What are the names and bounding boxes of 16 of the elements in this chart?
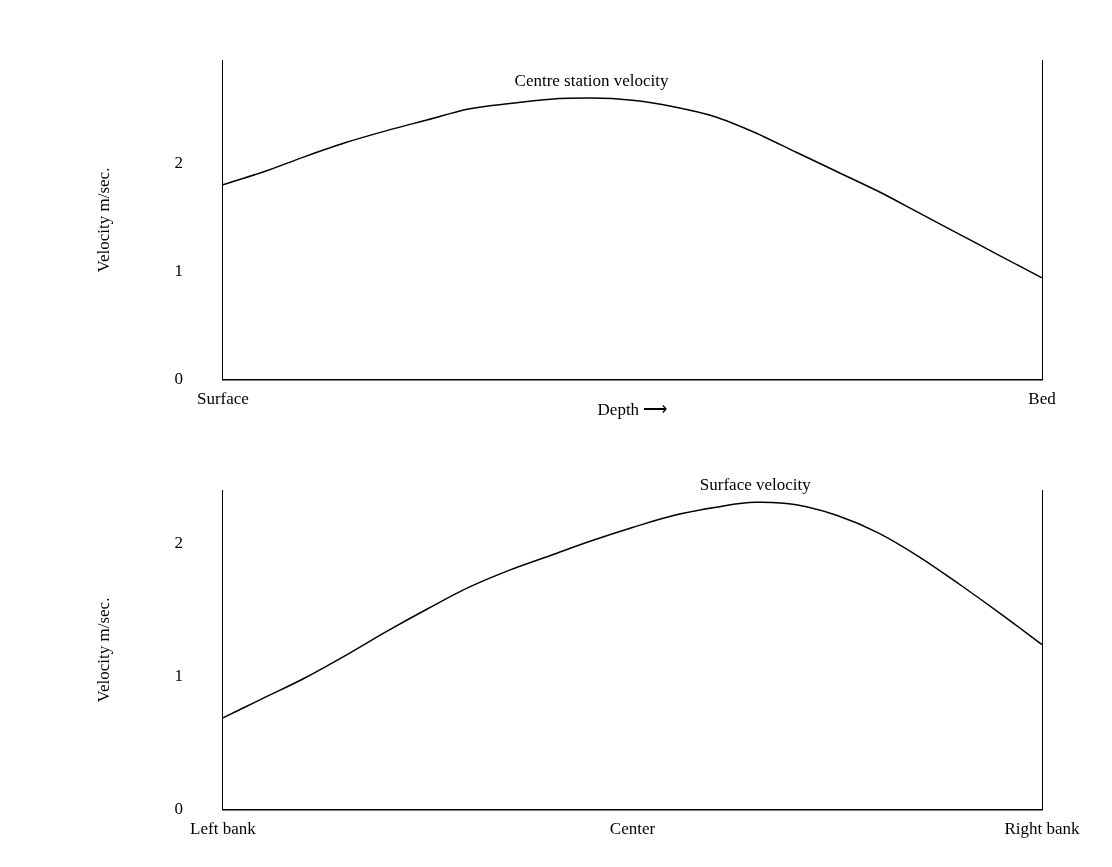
y-tick-label: 1 [174, 260, 183, 280]
x-tick-label: Surface [196, 389, 249, 409]
y-axis-title: Velocity m/sec. [93, 597, 113, 703]
y-tick-label: 2 [174, 152, 183, 172]
x-axis-title: Depth ⟶ [597, 399, 668, 419]
y-tick-label: 1 [174, 666, 183, 686]
x-tick-label: Bed [1028, 389, 1057, 409]
series-label: Surface velocity [699, 475, 812, 495]
x-tick-label: Right bank [1004, 819, 1081, 839]
series-label: Centre station velocity [514, 71, 669, 91]
x-tick-label: Left bank [190, 819, 257, 839]
y-axis-title: Velocity m/sec. [93, 167, 113, 273]
y-tick-label: 2 [174, 532, 183, 552]
y-tick-label: 0 [174, 799, 183, 819]
x-tick-label: Center [609, 819, 656, 839]
y-tick-label: 0 [174, 369, 183, 389]
